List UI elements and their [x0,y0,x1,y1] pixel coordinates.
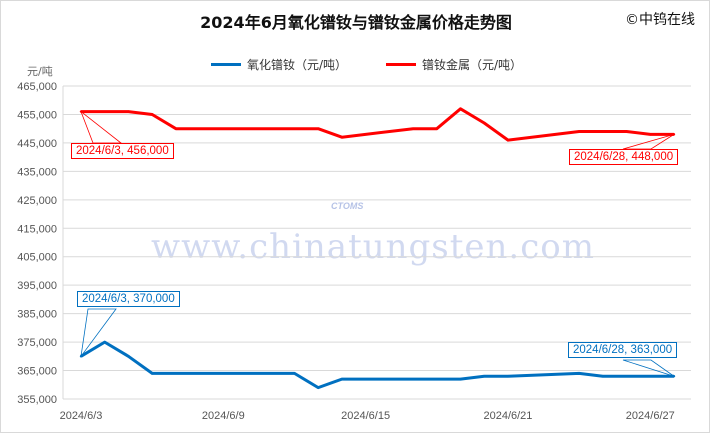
legend-label: 镨钕金属（元/吨） [422,58,523,72]
data-point [103,340,106,344]
data-point [340,136,344,139]
data-point [506,375,510,378]
data-point [127,110,130,113]
y-axis-unit: 元/吨 [27,65,53,78]
data-point [625,130,628,133]
data-point [127,355,130,358]
legend-label: 氧化镨钕（元/吨） [247,58,348,72]
data-point [483,375,486,378]
data-point [293,372,296,375]
data-label: 2024/6/3, 370,000 [77,291,180,307]
x-tick-label: 2024/6/9 [202,410,245,422]
chart-title: 2024年6月氧化镨钕与镨钕金属价格走势图 [200,13,512,32]
data-label: 2024/6/28, 448,000 [569,149,679,165]
y-tick-label: 355,000 [17,394,57,406]
watermark-logo: CTOMS [331,201,364,211]
data-label: 2024/6/3, 456,000 [71,143,174,159]
y-tick-label: 415,000 [17,223,57,235]
y-tick-label: 375,000 [17,337,57,349]
data-point [577,372,581,375]
watermark-text: www.chinatungsten.com [151,227,595,267]
data-point [483,121,486,125]
series-line-metal [81,107,674,142]
data-point [317,386,320,389]
legend-item-metal: 镨钕金属（元/吨） [386,56,522,73]
y-tick-label: 465,000 [17,81,57,93]
y-tick-label: 395,000 [17,280,57,292]
data-point [340,377,344,381]
y-tick-label: 455,000 [17,109,57,121]
y-tick-label: 425,000 [17,195,57,207]
data-point [435,127,438,130]
x-tick-label: 2024/6/3 [60,410,103,422]
data-point [150,113,154,116]
data-point [601,375,605,378]
y-tick-label: 405,000 [17,252,57,264]
annotation-leader [622,133,675,150]
brand-label: ©中钨在线 [625,12,695,28]
data-point [577,130,581,133]
y-tick-label: 435,000 [17,166,57,178]
legend-swatch-red [386,63,416,66]
data-point [150,372,154,375]
y-tick-label: 385,000 [17,309,57,321]
data-point [459,377,462,381]
annotation-leader [80,308,117,357]
data-point [506,138,510,142]
y-tick-label: 445,000 [17,138,57,150]
x-tick-label: 2024/6/27 [626,410,675,422]
x-tick-label: 2024/6/21 [483,410,532,422]
x-tick-label: 2024/6/15 [341,410,390,422]
data-point [649,133,652,136]
y-tick-label: 365,000 [17,366,57,378]
legend-swatch-blue [211,63,241,66]
data-point [317,127,320,130]
data-point [459,107,462,110]
legend-item-oxide: 氧化镨钕（元/吨） [211,56,347,73]
data-label: 2024/6/28, 363,000 [568,342,678,358]
data-point [174,127,178,130]
annotation-leader [80,110,123,144]
data-point [411,127,415,130]
annotation-leader [622,359,675,377]
